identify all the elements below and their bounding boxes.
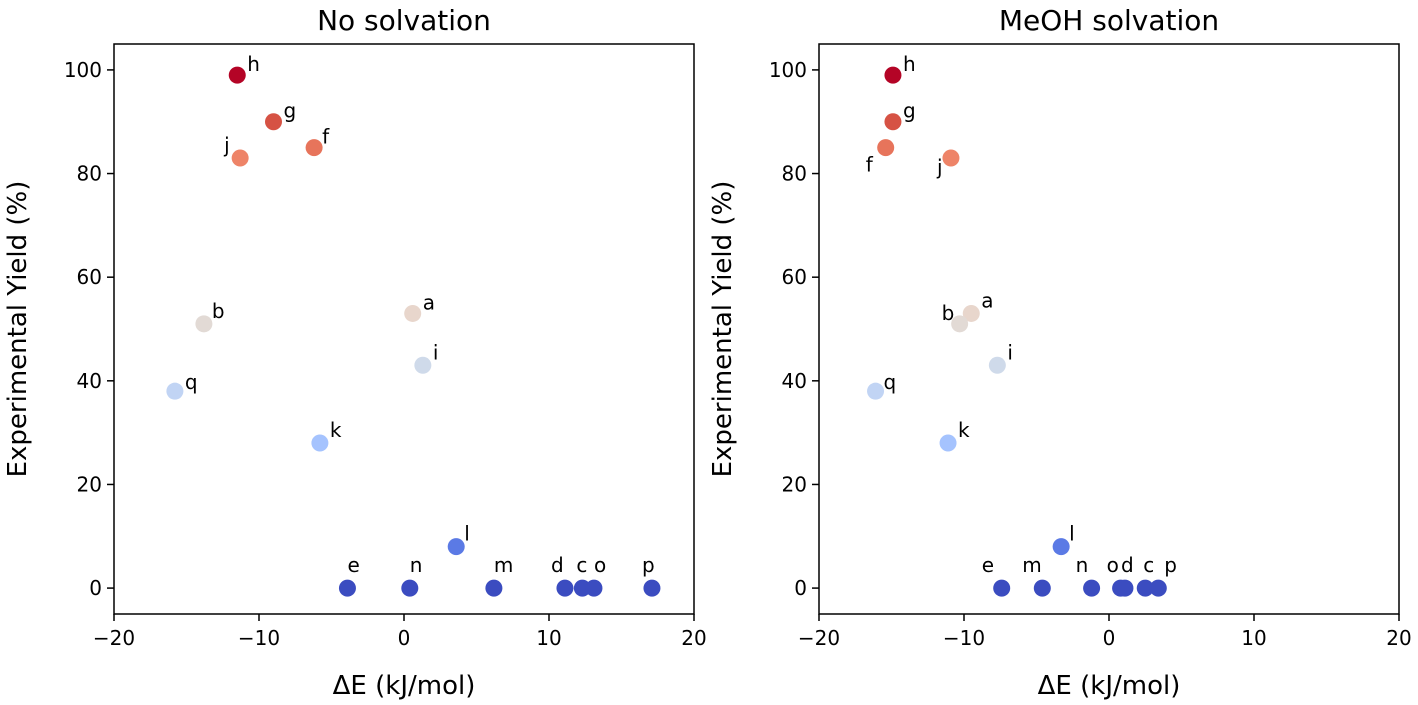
no-solvation-point-o — [585, 579, 603, 597]
meoh-solvation-point-label-k: k — [958, 418, 970, 442]
meoh-solvation-point-j — [942, 149, 960, 167]
no-solvation-point-j — [231, 149, 249, 167]
meoh-solvation-point-i — [988, 356, 1006, 374]
meoh-solvation-point-e — [993, 579, 1011, 597]
no-solvation-point-b — [195, 315, 213, 333]
meoh-solvation-point-b — [951, 315, 969, 333]
no-solvation-point-label-h: h — [247, 52, 260, 76]
no-solvation-point-label-g: g — [284, 99, 297, 123]
no-solvation-y-tick-label: 0 — [89, 576, 102, 600]
meoh-solvation-point-n — [1083, 579, 1101, 597]
meoh-solvation-x-tick-label: −10 — [943, 626, 985, 650]
no-solvation-point-a — [404, 304, 422, 322]
no-solvation-point-e — [338, 579, 356, 597]
meoh-solvation-point-m — [1033, 579, 1051, 597]
no-solvation-y-tick-label: 20 — [77, 472, 102, 496]
meoh-solvation-point-label-g: g — [903, 99, 916, 123]
meoh-solvation-y-tick-label: 100 — [769, 58, 807, 82]
meoh-solvation-point-label-m: m — [1022, 553, 1041, 577]
no-solvation-point-label-k: k — [330, 418, 342, 442]
meoh-solvation-point-label-d: d — [1121, 553, 1134, 577]
meoh-solvation-point-g — [884, 113, 902, 131]
panel-no-solvation: No solvation −20 −10 0 10 20 0 20 40 60 80 100 ΔE (k… — [3, 4, 707, 701]
no-solvation-x-tick-label: 20 — [681, 626, 706, 650]
meoh-solvation-point-q — [867, 382, 885, 400]
meoh-solvation-point-label-a: a — [981, 288, 993, 312]
meoh-solvation-point-label-n: n — [1076, 553, 1089, 577]
no-solvation-point-label-o: o — [594, 553, 606, 577]
no-solvation-x-tick-label: 10 — [536, 626, 561, 650]
no-solvation-point-m — [485, 579, 503, 597]
meoh-solvation-y-tick-label: 40 — [782, 369, 807, 393]
no-solvation-point-i — [414, 356, 432, 374]
meoh-solvation-plot-frame — [818, 43, 1400, 615]
meoh-solvation-point-f — [877, 139, 895, 157]
meoh-solvation-point-label-o: o — [1107, 553, 1119, 577]
no-solvation-point-k — [311, 434, 329, 452]
no-solvation-point-label-m: m — [494, 553, 513, 577]
meoh-solvation-point-label-p: p — [1164, 553, 1177, 577]
meoh-solvation-y-tick-label: 20 — [782, 472, 807, 496]
no-solvation-x-tick-label: 0 — [398, 626, 411, 650]
meoh-solvation-y-tick-label: 80 — [782, 162, 807, 186]
meoh-solvation-point-label-l: l — [1069, 522, 1075, 546]
meoh-solvation-point-label-b: b — [942, 301, 955, 325]
no-solvation-y-tick-label: 100 — [64, 58, 102, 82]
no-solvation-point-g — [265, 113, 282, 131]
no-solvation-point-f — [305, 139, 323, 157]
meoh-solvation-point-k — [939, 434, 957, 452]
no-solvation-y-tick-label: 40 — [77, 369, 102, 393]
meoh-solvation-point-label-f: f — [866, 153, 874, 177]
meoh-solvation-point-label-e: e — [982, 553, 994, 577]
no-solvation-x-tick-label: −20 — [93, 626, 135, 650]
no-solvation-point-n — [401, 579, 419, 597]
meoh-solvation-point-l — [1052, 538, 1070, 556]
meoh-solvation-point-label-c: c — [1143, 553, 1154, 577]
no-solvation-point-label-p: p — [642, 553, 655, 577]
no-solvation-point-d — [556, 579, 574, 597]
no-solvation-point-label-e: e — [347, 553, 359, 577]
no-solvation-point-q — [166, 382, 184, 400]
no-solvation-point-l — [447, 538, 465, 556]
no-solvation-point-h — [228, 66, 246, 84]
meoh-solvation-point-h — [884, 66, 902, 84]
no-solvation-point-p — [643, 579, 661, 597]
meoh-solvation-x-tick-label: 20 — [1386, 626, 1411, 650]
no-solvation-x-tick-label: −10 — [238, 626, 280, 650]
no-solvation-point-label-f: f — [322, 125, 330, 149]
meoh-solvation-point-p — [1149, 579, 1167, 597]
no-solvation-point-label-n: n — [410, 553, 423, 577]
no-solvation-point-label-j: j — [223, 133, 230, 157]
no-solvation-point-label-i: i — [433, 340, 439, 364]
panel-meoh-solvation: MeOH solvation −20 −10 0 10 20 0 20 40 60 80 100 ΔE … — [708, 4, 1412, 701]
meoh-solvation-point-label-q: q — [884, 370, 897, 394]
no-solvation-y-tick-label: 60 — [77, 265, 102, 289]
no-solvation-chart-title: No solvation — [317, 4, 491, 37]
meoh-solvation-x-axis-label: ΔE (kJ/mol) — [1038, 671, 1181, 701]
no-solvation-point-label-c: c — [576, 553, 587, 577]
no-solvation-x-axis-label: ΔE (kJ/mol) — [333, 671, 476, 701]
meoh-solvation-y-tick-label: 0 — [794, 576, 807, 600]
meoh-solvation-point-label-i: i — [1007, 340, 1013, 364]
meoh-solvation-point-c — [1136, 579, 1154, 597]
meoh-solvation-point-a — [962, 304, 980, 322]
meoh-solvation-x-tick-label: 10 — [1241, 626, 1266, 650]
meoh-solvation-chart-title: MeOH solvation — [999, 4, 1219, 37]
no-solvation-point-label-q: q — [185, 370, 198, 394]
meoh-solvation-x-tick-label: 0 — [1103, 626, 1116, 650]
meoh-solvation-point-label-j: j — [936, 155, 943, 179]
no-solvation-point-label-a: a — [423, 290, 435, 314]
no-solvation-point-label-l: l — [464, 522, 470, 546]
no-solvation-point-label-d: d — [551, 553, 564, 577]
no-solvation-point-label-b: b — [212, 299, 225, 323]
meoh-solvation-point-label-h: h — [903, 52, 916, 76]
meoh-solvation-x-tick-label: −20 — [798, 626, 840, 650]
meoh-solvation-point-d — [1116, 579, 1134, 597]
meoh-solvation-y-tick-label: 60 — [782, 265, 807, 289]
meoh-solvation-y-axis-label: Experimental Yield (%) — [708, 181, 738, 478]
no-solvation-y-axis-label: Experimental Yield (%) — [3, 181, 33, 478]
no-solvation-y-tick-label: 80 — [77, 162, 102, 186]
